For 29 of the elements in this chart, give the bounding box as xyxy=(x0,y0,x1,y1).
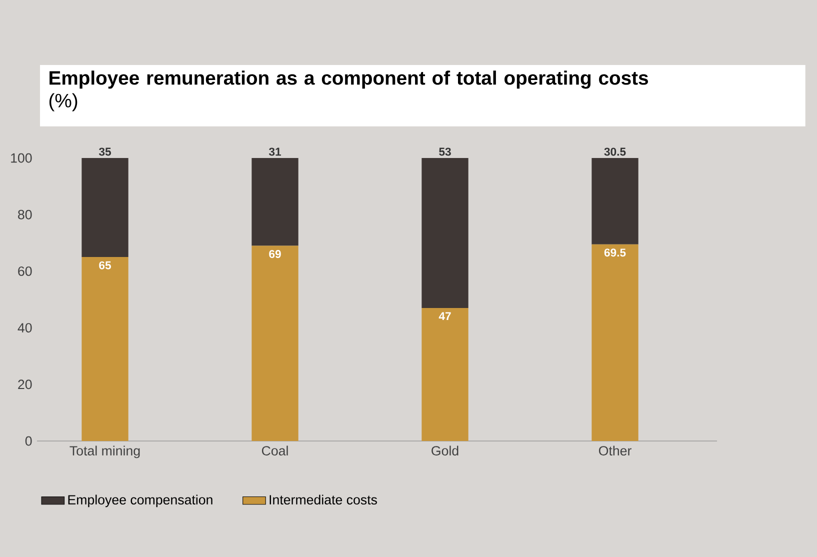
bar xyxy=(422,158,468,308)
x-tick-label: Other xyxy=(598,446,632,456)
data-label: 69 xyxy=(269,250,281,258)
y-tick-label: 40 xyxy=(18,323,32,333)
bar xyxy=(82,158,128,258)
data-label: 31 xyxy=(268,148,281,156)
bar xyxy=(592,158,638,244)
y-tick-label: 60 xyxy=(18,266,32,276)
x-tick-label: Total mining xyxy=(70,446,140,458)
data-label: 65 xyxy=(99,261,111,270)
bar xyxy=(82,257,128,441)
legend-label: Employee compensation xyxy=(68,494,212,508)
data-label: 35 xyxy=(98,148,111,156)
x-tick-label: Coal xyxy=(262,446,288,456)
y-tick-label: 100 xyxy=(11,153,32,163)
data-label: 47 xyxy=(438,312,451,320)
y-tick-label: 0 xyxy=(25,436,32,446)
x-tick-label: Gold xyxy=(432,446,458,456)
legend-label: Intermediate costs xyxy=(270,494,377,504)
data-label: 30.5 xyxy=(604,148,626,156)
data-label: 53 xyxy=(439,148,451,156)
bar xyxy=(422,308,468,441)
data-label: 69.5 xyxy=(604,248,626,257)
bar xyxy=(592,244,638,441)
y-tick-label: 20 xyxy=(18,380,32,390)
y-tick-label: 80 xyxy=(18,210,32,220)
bar xyxy=(252,246,298,441)
bar xyxy=(252,158,298,246)
chart-title: Employee remuneration as a component of total operating costs (%) xyxy=(49,70,648,112)
